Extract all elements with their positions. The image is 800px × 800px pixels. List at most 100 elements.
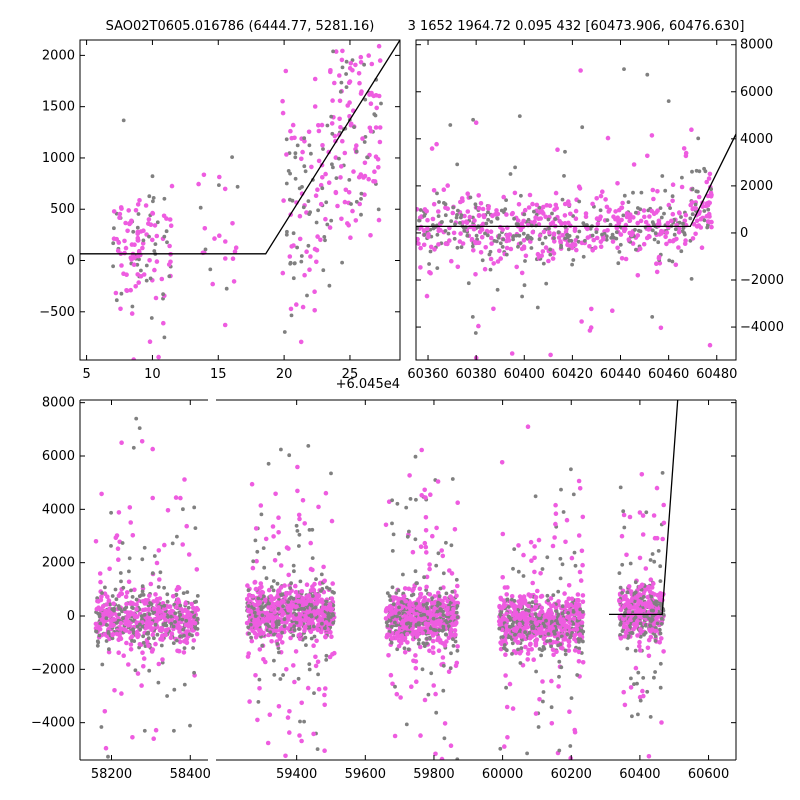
data-point-grey <box>536 725 541 729</box>
data-point-grey <box>372 112 377 117</box>
data-point-grey <box>181 627 186 632</box>
data-point-grey <box>347 178 352 182</box>
data-point-pink <box>424 209 430 214</box>
data-point-grey <box>516 244 520 249</box>
data-point-pink <box>253 635 259 640</box>
y-tick-label: 0 <box>740 226 748 241</box>
data-point-pink <box>539 609 545 615</box>
data-point-pink <box>430 638 436 644</box>
data-point-pink <box>562 221 568 226</box>
data-point-pink <box>174 604 179 610</box>
data-point-pink <box>126 208 131 213</box>
data-point-grey <box>388 618 393 623</box>
data-point-grey <box>144 263 149 268</box>
data-point-pink <box>551 652 556 658</box>
data-point-pink <box>416 604 422 610</box>
data-point-grey <box>618 485 623 490</box>
data-point-grey <box>435 603 440 608</box>
data-point-pink <box>155 599 160 604</box>
data-point-grey <box>139 268 143 273</box>
data-point-pink <box>162 606 167 611</box>
data-point-pink <box>422 616 428 621</box>
data-point-grey <box>141 640 146 645</box>
data-point-pink <box>625 620 630 625</box>
data-point-grey <box>292 261 297 265</box>
data-point-grey <box>349 202 353 206</box>
data-point-grey <box>633 580 638 585</box>
data-point-grey <box>282 617 287 622</box>
data-point-pink <box>111 236 117 241</box>
data-point-pink <box>659 231 664 236</box>
data-point-pink <box>323 490 329 496</box>
data-point-grey <box>289 581 293 586</box>
data-point-grey <box>673 227 678 232</box>
data-point-pink <box>335 203 340 209</box>
data-point-pink <box>676 226 682 231</box>
data-point-grey <box>247 631 252 636</box>
data-point-grey <box>158 570 163 575</box>
data-point-grey <box>251 559 256 564</box>
data-point-pink <box>577 632 583 637</box>
data-point-pink <box>409 627 415 632</box>
data-point-grey <box>303 635 308 640</box>
data-point-grey <box>650 220 655 225</box>
data-point-grey <box>523 630 527 635</box>
data-point-pink <box>316 686 322 692</box>
data-point-grey <box>146 632 150 636</box>
data-point-pink <box>417 586 423 592</box>
data-point-grey <box>506 614 511 619</box>
data-point-pink <box>111 209 117 214</box>
data-point-pink <box>579 620 585 625</box>
panel-bottom-axes: 58200 58400 59400 59600 59800 60000 60200 60400… <box>31 396 736 782</box>
data-point-grey <box>500 245 505 249</box>
data-point-grey <box>402 646 407 651</box>
data-point-pink <box>622 634 628 639</box>
data-point-grey <box>689 277 694 281</box>
data-point-pink <box>279 599 284 605</box>
data-point-pink <box>516 615 521 621</box>
data-point-grey <box>571 492 576 497</box>
data-point-grey <box>645 72 650 77</box>
data-point-grey <box>416 226 419 231</box>
data-point-pink <box>267 614 273 620</box>
data-point-pink <box>628 685 634 690</box>
x-tick-label: 5 <box>82 367 90 382</box>
data-point-grey <box>108 602 113 607</box>
data-point-pink <box>503 673 508 678</box>
data-point-grey <box>466 281 471 286</box>
data-point-pink <box>431 188 437 193</box>
data-point-grey <box>316 208 320 213</box>
data-point-grey <box>326 617 331 622</box>
data-point-grey <box>109 544 113 548</box>
data-point-pink <box>160 637 165 642</box>
data-point-grey <box>320 621 324 626</box>
data-point-pink <box>664 230 670 235</box>
data-point-pink <box>577 569 583 575</box>
panel-top-right-points <box>416 67 714 360</box>
data-point-grey <box>307 667 312 672</box>
data-point-pink <box>177 639 183 645</box>
data-point-grey <box>169 621 174 626</box>
data-point-pink <box>122 627 128 632</box>
data-point-pink <box>128 520 133 525</box>
data-point-pink <box>387 604 393 609</box>
data-point-pink <box>411 658 416 664</box>
data-point-pink <box>406 610 412 616</box>
data-point-pink <box>690 236 696 241</box>
data-point-pink <box>448 743 454 748</box>
data-point-pink <box>626 609 632 614</box>
data-point-pink <box>551 251 557 256</box>
data-point-grey <box>172 687 177 692</box>
data-point-pink <box>348 61 354 66</box>
y-tick-label: 1000 <box>42 151 75 166</box>
data-point-pink <box>423 515 429 520</box>
data-point-grey <box>296 676 301 681</box>
data-point-grey <box>550 211 554 216</box>
data-point-pink <box>297 236 303 242</box>
data-point-pink <box>306 129 312 135</box>
data-point-grey <box>549 644 553 649</box>
data-point-grey <box>129 588 133 593</box>
x-tick-label: 60200 <box>551 767 592 782</box>
data-point-pink <box>308 598 314 604</box>
data-point-grey <box>323 626 327 631</box>
